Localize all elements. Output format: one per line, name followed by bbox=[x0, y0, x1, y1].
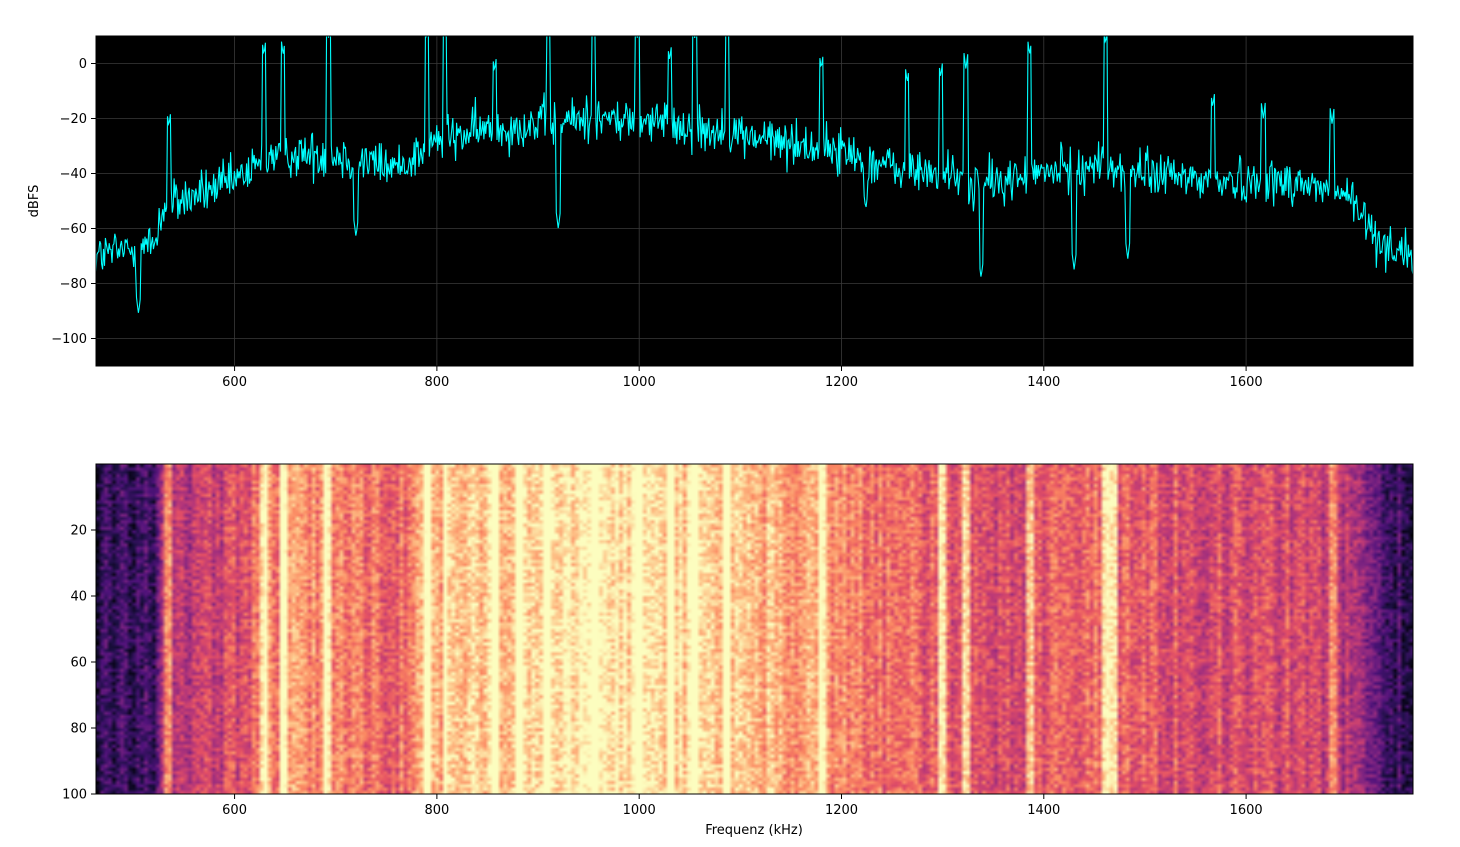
spectrum-x-tick-label: 1400 bbox=[1027, 375, 1060, 390]
waterfall-y-tick-label: 20 bbox=[70, 524, 87, 539]
spectrum-frame bbox=[95, 35, 1414, 367]
waterfall-y-tick-label: 100 bbox=[62, 788, 87, 803]
waterfall-x-tick-label: 600 bbox=[222, 803, 247, 818]
waterfall-x-axis: 600 800 1000 1200 1400 1600 bbox=[222, 794, 1263, 818]
waterfall-x-tick-label: 1200 bbox=[825, 803, 858, 818]
spectrum-panel: 600 800 1000 1200 1400 1600 0 −20 −40 −60 −80 −100… bbox=[27, 35, 1414, 390]
waterfall-image bbox=[96, 464, 1413, 794]
waterfall-x-axis-label: Frequenz (kHz) bbox=[705, 823, 803, 838]
spectrum-y-tick-label: 0 bbox=[79, 57, 87, 72]
spectrum-x-axis: 600 800 1000 1200 1400 1600 bbox=[222, 366, 1263, 390]
spectrum-y-tick-label: −20 bbox=[60, 112, 87, 127]
spectrum-y-axis: 0 −20 −40 −60 −80 −100 bbox=[51, 57, 96, 347]
waterfall-y-tick-label: 60 bbox=[70, 656, 87, 671]
spectrum-y-tick-label: −60 bbox=[60, 222, 87, 237]
waterfall-frame bbox=[95, 463, 1414, 795]
waterfall-x-tick-label: 1000 bbox=[623, 803, 656, 818]
waterfall-y-tick-label: 80 bbox=[70, 722, 87, 737]
waterfall-heatmap bbox=[96, 464, 1413, 794]
spectrum-series-line bbox=[96, 36, 1413, 313]
spectrum-x-tick-label: 600 bbox=[222, 375, 247, 390]
waterfall-x-tick-label: 800 bbox=[424, 803, 449, 818]
spectrum-x-tick-label: 1600 bbox=[1230, 375, 1263, 390]
spectrum-plot-area bbox=[96, 36, 1413, 366]
spectrum-y-tick-label: −40 bbox=[60, 167, 87, 182]
waterfall-panel: 600 800 1000 1200 1400 1600 20 40 60 80 100 Frequ… bbox=[62, 463, 1414, 838]
spectrum-y-tick-label: −80 bbox=[60, 277, 87, 292]
spectrum-x-tick-label: 800 bbox=[424, 375, 449, 390]
waterfall-y-tick-label: 40 bbox=[70, 590, 87, 605]
spectrum-x-tick-label: 1000 bbox=[623, 375, 656, 390]
waterfall-x-tick-label: 1600 bbox=[1230, 803, 1263, 818]
spectrum-y-axis-label: dBFS bbox=[27, 185, 42, 218]
spectrum-y-tick-label: −100 bbox=[51, 332, 87, 347]
spectrum-x-tick-label: 1200 bbox=[825, 375, 858, 390]
waterfall-x-tick-label: 1400 bbox=[1027, 803, 1060, 818]
waterfall-y-axis: 20 40 60 80 100 bbox=[62, 524, 96, 803]
